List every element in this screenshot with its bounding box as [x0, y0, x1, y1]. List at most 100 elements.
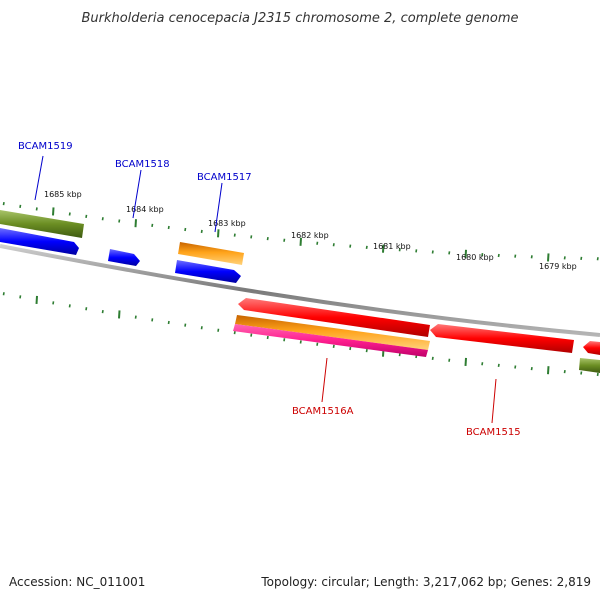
scale-tick-upper	[283, 238, 286, 242]
scale-tick-upper	[580, 256, 583, 261]
scale-tick-lower	[134, 315, 137, 319]
scale-tick-lower	[200, 326, 203, 330]
gene-label-bcam1516a[interactable]: BCAM1516A	[292, 406, 354, 417]
gene-label-bcam1519[interactable]: BCAM1519	[18, 141, 73, 152]
kbp-label-1681: 1681 kbp	[373, 242, 411, 251]
scale-tick-upper	[464, 249, 467, 258]
scale-tick-lower	[349, 346, 352, 351]
kbp-label-1679: 1679 kbp	[539, 262, 577, 271]
scale-tick-lower	[332, 344, 335, 349]
leader-line-bcam1519	[34, 155, 44, 201]
scale-tick-lower	[101, 309, 104, 314]
scale-tick-lower	[2, 292, 5, 296]
scale-tick-lower	[167, 320, 170, 325]
kbp-label-1680: 1680 kbp	[456, 253, 494, 262]
scale-tick-upper	[563, 256, 566, 260]
scale-tick-upper	[233, 233, 236, 237]
scale-tick-lower	[464, 357, 467, 367]
upper-tick-track	[2, 202, 599, 262]
scale-tick-lower	[448, 358, 451, 362]
scale-tick-upper	[167, 225, 170, 230]
topology-text: Topology: circular; Length: 3,217,062 bp…	[260, 575, 591, 589]
scale-tick-upper	[85, 214, 88, 219]
gene-label-bcam1517[interactable]: BCAM1517	[197, 172, 252, 183]
scale-tick-lower	[563, 369, 566, 374]
leader-line-bcam1516a	[321, 357, 328, 403]
orange-gene-feature[interactable]	[178, 242, 244, 265]
scale-tick-upper	[547, 253, 550, 262]
scale-tick-lower	[299, 340, 302, 344]
scale-tick-upper	[382, 244, 385, 253]
leader-line-bcam1517	[214, 182, 223, 233]
scale-tick-lower	[85, 307, 88, 311]
scale-tick-upper	[101, 217, 104, 221]
scale-tick-upper	[250, 235, 253, 239]
scale-tick-lower	[184, 323, 187, 327]
scale-tick-lower	[35, 295, 38, 304]
map-title: Burkholderia cenocepacia J2315 chromosom…	[81, 11, 518, 26]
scale-tick-upper	[68, 212, 71, 216]
scale-tick-lower	[580, 371, 583, 375]
scale-tick-upper	[134, 219, 137, 228]
leader-line-bcam1515	[491, 378, 497, 424]
scale-tick-lower	[19, 295, 22, 299]
scale-tick-upper	[530, 255, 533, 259]
scale-tick-upper	[52, 207, 55, 216]
scale-tick-upper	[596, 257, 599, 261]
scale-tick-upper	[200, 229, 203, 234]
scale-tick-upper	[398, 248, 401, 252]
accession-text: Accession: NC_011001	[9, 575, 145, 589]
red-gene-feature-edge[interactable]	[583, 341, 600, 355]
blue-gene-feature-left[interactable]	[0, 228, 79, 255]
red-gene-feature-2[interactable]	[430, 324, 574, 353]
olive-gene-feature-left[interactable]	[0, 210, 84, 238]
scale-tick-lower	[233, 331, 236, 335]
scale-tick-lower	[52, 301, 55, 305]
kbp-label-1684: 1684 kbp	[126, 205, 164, 214]
scale-tick-upper	[448, 251, 451, 255]
chromosome-backbone	[0, 244, 600, 337]
scale-tick-lower	[481, 362, 484, 366]
scale-tick-lower	[365, 348, 368, 353]
blue-gene-feature-mid[interactable]	[175, 260, 241, 283]
scale-tick-lower	[596, 372, 599, 377]
scale-tick-upper	[332, 243, 335, 247]
orange-gene-feature-lower[interactable]	[235, 315, 430, 350]
olive-gene-feature-right[interactable]	[579, 358, 600, 373]
scale-tick-lower	[266, 335, 269, 340]
gene-label-bcam1515[interactable]: BCAM1515	[466, 427, 521, 438]
scale-tick-upper	[497, 253, 500, 258]
scale-tick-lower	[283, 338, 286, 342]
scale-tick-lower	[151, 318, 154, 322]
kbp-label-1685: 1685 kbp	[44, 190, 82, 199]
kbp-label-1682: 1682 kbp	[291, 231, 329, 240]
scale-tick-upper	[316, 241, 319, 245]
scale-tick-upper	[35, 207, 38, 211]
scale-tick-upper	[299, 237, 302, 246]
scale-tick-lower	[316, 342, 319, 346]
magenta-gene-feature[interactable]	[233, 324, 428, 357]
scale-tick-upper	[431, 250, 434, 254]
scale-tick-upper	[481, 253, 484, 257]
blue-gene-feature-small[interactable]	[108, 249, 140, 266]
scale-tick-lower	[431, 356, 434, 361]
scale-tick-lower	[547, 366, 550, 375]
scale-tick-upper	[349, 244, 352, 248]
red-gene-feature-1[interactable]	[238, 298, 430, 337]
scale-tick-lower	[217, 328, 220, 332]
scale-tick-upper	[19, 204, 22, 208]
scale-tick-upper	[217, 229, 220, 238]
scale-tick-lower	[68, 304, 71, 308]
scale-tick-upper	[118, 219, 121, 223]
scale-tick-lower	[530, 366, 533, 371]
scale-tick-lower	[118, 310, 121, 319]
scale-tick-upper	[266, 236, 269, 241]
scale-tick-upper	[365, 245, 368, 250]
leader-line-bcam1518	[132, 169, 142, 219]
scale-tick-lower	[514, 365, 517, 369]
scale-tick-upper	[514, 254, 517, 258]
gene-label-bcam1518[interactable]: BCAM1518	[115, 159, 170, 170]
kbp-label-1683: 1683 kbp	[208, 219, 246, 228]
scale-tick-upper	[415, 249, 418, 253]
scale-tick-lower	[250, 333, 253, 337]
